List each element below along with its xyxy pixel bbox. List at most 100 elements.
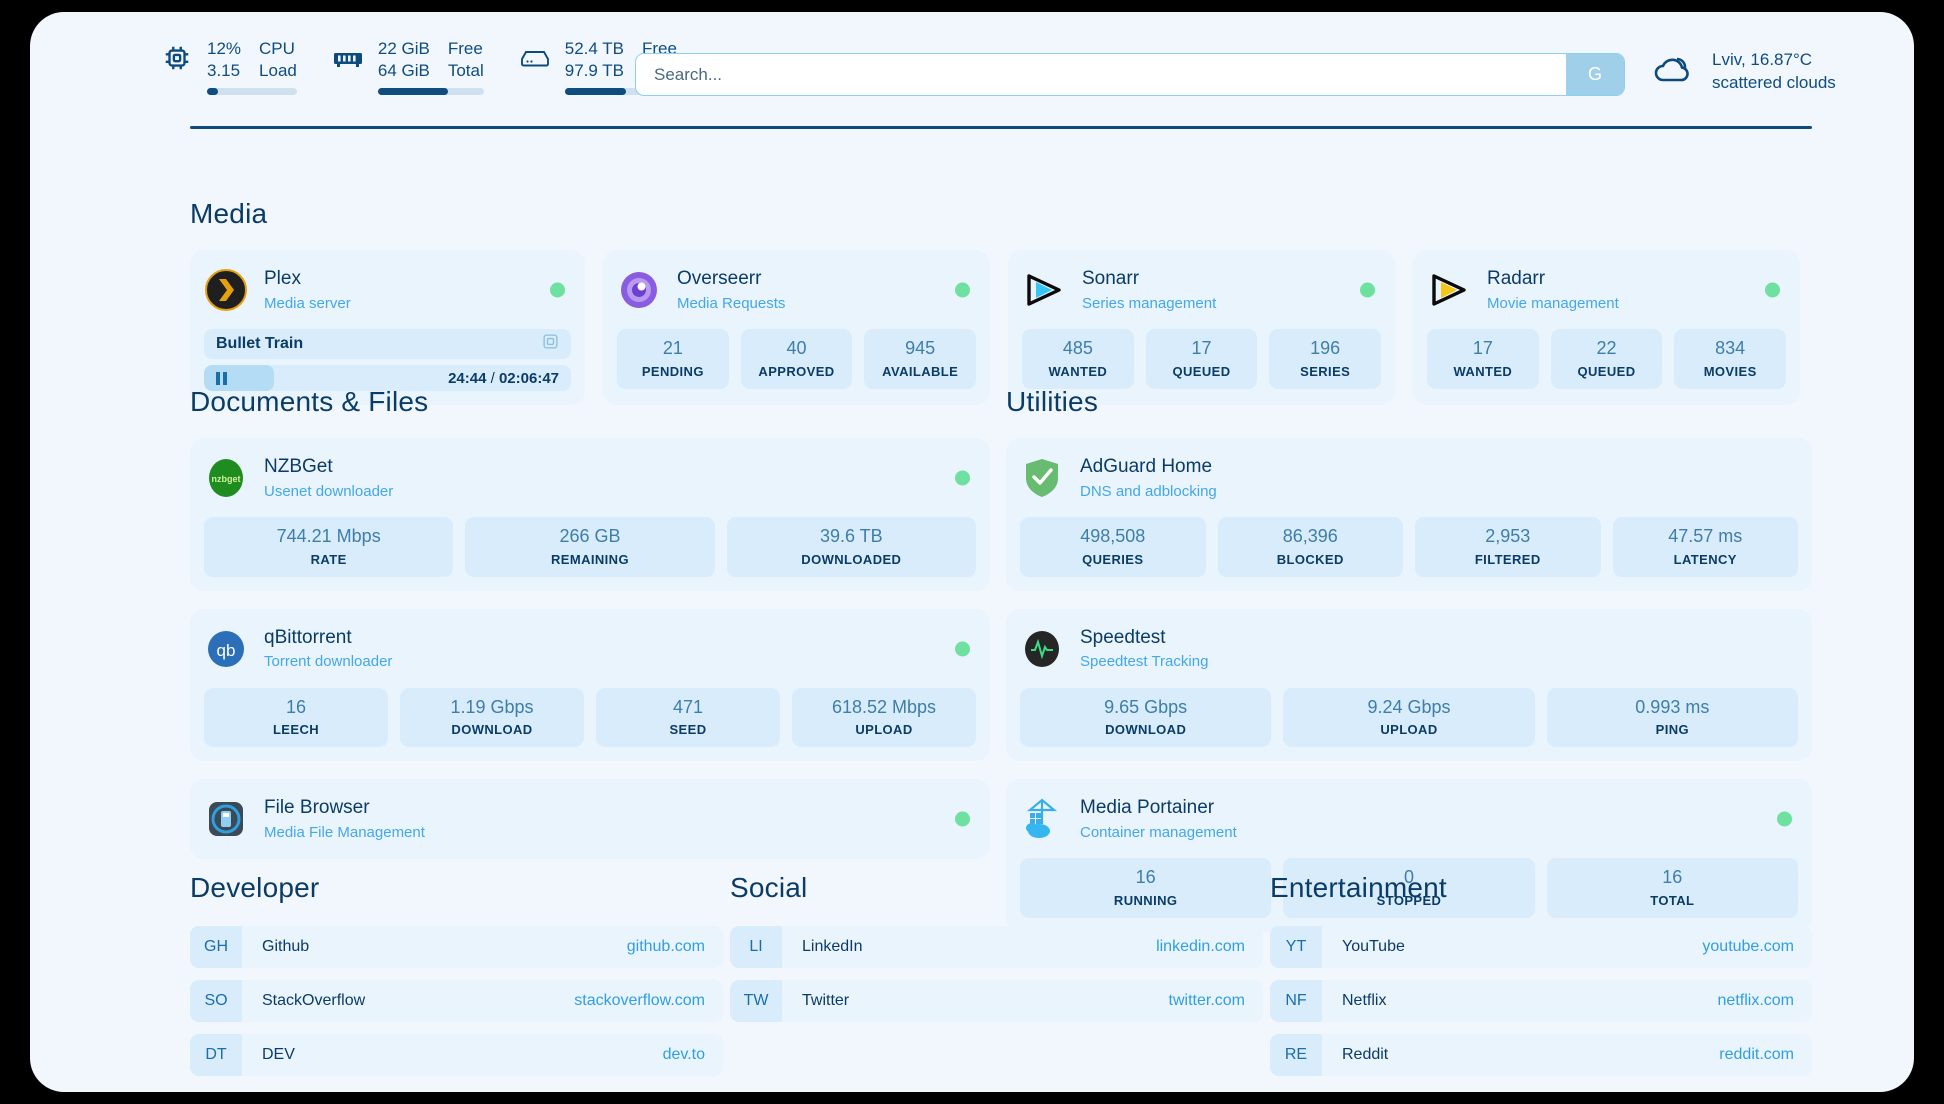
card-sonarr[interactable]: Sonarr Series management 485 WANTED 17 Q… [1008,250,1395,405]
total-time: 02:06:47 [498,369,559,387]
cpu-icon [160,38,194,78]
status-badge [550,282,565,298]
overseerr-icon [617,268,661,312]
cast-icon[interactable] [542,333,559,355]
card-qbittorrent[interactable]: qb qBittorrent Torrent downloader 16 LEE… [190,608,990,762]
card-file-browser[interactable]: File Browser Media File Management [190,779,990,860]
stat-label: AVAILABLE [882,363,959,379]
card-subtitle: Media Requests [677,294,786,312]
bookmark-url[interactable]: dev.to [662,1046,705,1063]
system-stat-memory: 22 GiB 64 GiB Free Total [331,38,484,95]
stat-value: 9.24 Gbps [1367,696,1451,717]
stat-label: LEECH [272,722,320,738]
stat-label: WANTED [1453,363,1513,379]
weather-widget: Lviv, 16.87°C scattered clouds [1650,48,1836,95]
stat-label: PING [1655,722,1690,738]
now-playing-progress[interactable]: 24:44 / 02:06:47 [204,365,571,391]
bookmark-url[interactable]: linkedin.com [1156,938,1245,955]
card-title: Radarr [1487,267,1546,289]
stat-tile: 485 WANTED [1022,329,1134,389]
memory-total-value: 64 GiB [377,60,430,80]
stat-tile: 39.6 TB DOWNLOADED [726,517,976,577]
stat-label: SERIES [1300,363,1351,379]
header: 12% 3.15 CPU Load [30,12,1914,130]
bookmark-name: DEV [262,1046,295,1063]
card-title: Overseerr [677,267,762,289]
bookmark-item-linkedin[interactable]: LI LinkedIn linkedin.com [730,926,1263,968]
card-subtitle: Torrent downloader [264,653,393,671]
stat-tile: 47.57 ms LATENCY [1612,517,1798,577]
bookmark-item-netflix[interactable]: NF Netflix netflix.com [1270,980,1812,1022]
card-media-portainer[interactable]: Media Portainer Container management 16 … [1006,779,1812,932]
stat-tile: 16 TOTAL [1546,858,1798,918]
stat-tile: 2,953 FILTERED [1415,517,1601,577]
bookmark-url[interactable]: reddit.com [1719,1046,1794,1063]
stat-tile: 0 STOPPED [1283,858,1535,918]
bookmark-url[interactable]: github.com [626,938,705,955]
search-bar[interactable]: G [635,53,1625,96]
nzbget-icon: nzbget [204,456,248,500]
card-subtitle: Container management [1080,823,1237,841]
header-divider [190,126,1812,129]
stat-tile: 9.24 Gbps UPLOAD [1283,687,1535,748]
system-stats: 12% 3.15 CPU Load [160,38,678,95]
bookmark-url[interactable]: stackoverflow.com [574,992,705,1009]
card-speedtest[interactable]: Speedtest Speedtest Tracking 9.65 Gbps D… [1006,608,1812,762]
bookmark-item-stackoverflow[interactable]: SO StackOverflow stackoverflow.com [190,980,723,1022]
card-title: Sonarr [1082,267,1140,289]
memory-free-value: 22 GiB [377,39,430,58]
now-playing-title-bar[interactable]: Bullet Train [204,329,571,359]
bookmark-item-dev[interactable]: DT DEV dev.to [190,1034,723,1076]
card-nzbget[interactable]: nzbget NZBGet Usenet downloader 744.21 M… [190,438,990,591]
status-badge [1360,282,1375,298]
pause-icon[interactable] [216,371,227,385]
stat-label: LATENCY [1673,551,1737,567]
bookmark-item-youtube[interactable]: YT YouTube youtube.com [1270,926,1812,968]
stat-value: 86,396 [1282,526,1338,546]
bookmark-url[interactable]: twitter.com [1168,992,1245,1009]
bookmark-badge: RE [1270,1034,1322,1076]
card-title: Plex [264,267,301,289]
stat-tile: 40 APPROVED [740,329,853,389]
stat-label: BLOCKED [1276,551,1344,567]
status-badge [1765,282,1780,298]
card-radarr[interactable]: Radarr Movie management 17 WANTED 22 QUE… [1413,250,1800,405]
stat-tile: 945 AVAILABLE [864,329,977,389]
bookmark-url[interactable]: youtube.com [1702,938,1794,955]
card-plex[interactable]: Plex Media server Bullet Train [190,250,585,405]
card-adguard-home[interactable]: AdGuard Home DNS and adblocking 498,508 … [1006,438,1812,591]
stat-tile: 16 RUNNING [1020,858,1272,918]
stat-label: SEED [669,722,707,738]
stat-tile: 17 QUEUED [1145,329,1258,389]
stat-label: FILTERED [1474,551,1541,567]
stat-label: QUERIES [1082,551,1144,567]
bookmark-url[interactable]: netflix.com [1717,992,1794,1009]
card-overseerr[interactable]: Overseerr Media Requests 21 PENDING 40 A… [603,250,990,405]
disk-usage-bar [564,87,678,95]
bookmark-item-reddit[interactable]: RE Reddit reddit.com [1270,1034,1812,1076]
utilities-section-title: Utilities [1006,386,1099,417]
bookmark-item-github[interactable]: GH Github github.com [190,926,723,968]
bookmark-name: Reddit [1342,1046,1389,1063]
now-playing-time: 24:44 / 02:06:47 [448,369,559,387]
search-input[interactable] [636,54,1566,95]
stat-tile: 17 WANTED [1427,329,1539,389]
search-submit-button[interactable]: G [1566,54,1624,95]
cloud-icon [1650,52,1696,91]
bookmark-name: Twitter [802,992,850,1009]
card-title: Speedtest [1080,626,1166,648]
sonarr-icon [1022,268,1066,312]
bookmark-item-twitter[interactable]: TW Twitter twitter.com [730,980,1263,1022]
stat-tile: 498,508 QUERIES [1020,517,1206,577]
stat-value: 945 [905,338,936,358]
card-title: qBittorrent [264,626,352,648]
utilities-section: Utilities AdGuard Home DNS and adblockin… [1006,386,1812,932]
bookmark-name: Github [262,938,310,955]
qbittorrent-icon: qb [204,627,248,671]
status-badge [955,282,970,298]
bookmark-group-social: Social LI LinkedIn linkedin.com TW Twitt… [730,872,1263,1034]
stat-value: 40 [786,338,807,358]
stat-tile: 471 SEED [596,687,780,748]
stat-value: 744.21 Mbps [276,526,381,546]
bookmark-group-entertainment: Entertainment YT YouTube youtube.com NF … [1270,872,1812,1088]
